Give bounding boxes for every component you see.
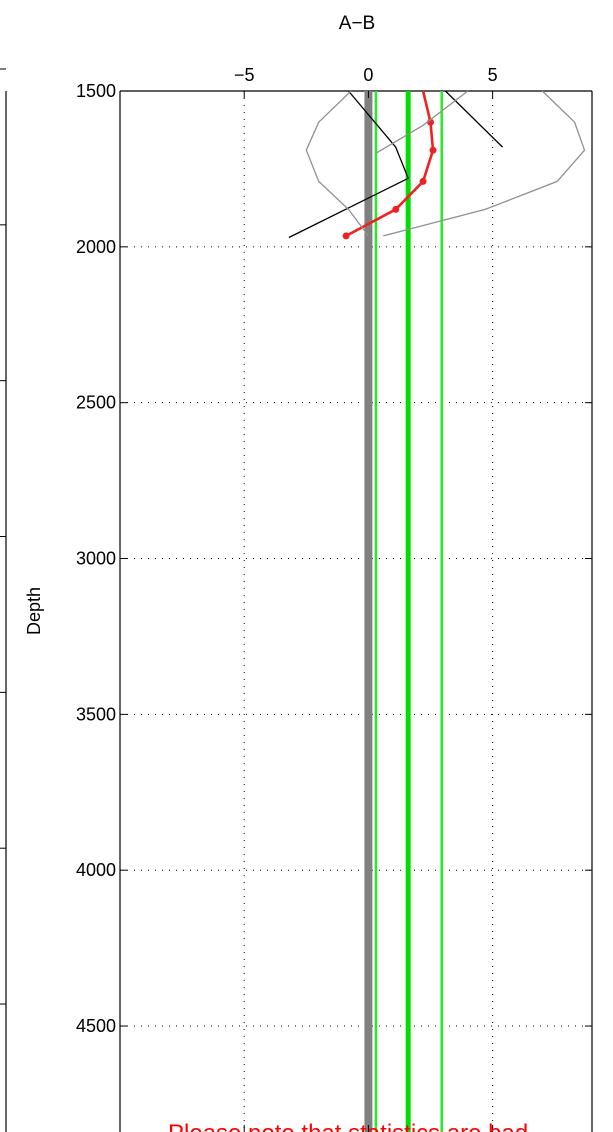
envelope-line [305,90,369,237]
chart-title: A−B [339,13,375,34]
x-tick-label: 5 [488,65,498,85]
x-tick-label: 0 [363,65,373,85]
black-profile-line [288,90,410,239]
x-tick-labels: −5 0 5 [234,65,498,85]
envelope-line [383,90,586,237]
y-tick-label: 1500 [76,81,116,101]
mean-profile-line [345,90,435,238]
data-series [288,90,586,240]
mean-profile-point [429,146,437,154]
statistics-warning-note: Please note that statistics are bad [168,1120,528,1132]
y-tick-labels: 1500 2000 2500 3000 3500 4000 4500 [76,81,116,1036]
adjacent-axis-edge [0,68,7,1132]
plot-frame [119,90,593,1132]
vertical-reference-lines [364,91,443,1132]
y-tick-label: 4000 [76,860,116,880]
y-axis-label: Depth [24,587,44,635]
mean-profile-point [392,205,400,213]
mean-profile-point [419,177,427,185]
envelope-line [375,90,469,154]
mean-profile-point [342,232,350,240]
y-tick-label: 3000 [76,549,116,569]
y-tick-label: 2500 [76,393,116,413]
x-tick-label: −5 [234,65,255,85]
y-tick-label: 2000 [76,237,116,257]
y-tick-label: 3500 [76,704,116,724]
y-tick-label: 4500 [76,1016,116,1036]
axis-ticks [120,90,592,1132]
